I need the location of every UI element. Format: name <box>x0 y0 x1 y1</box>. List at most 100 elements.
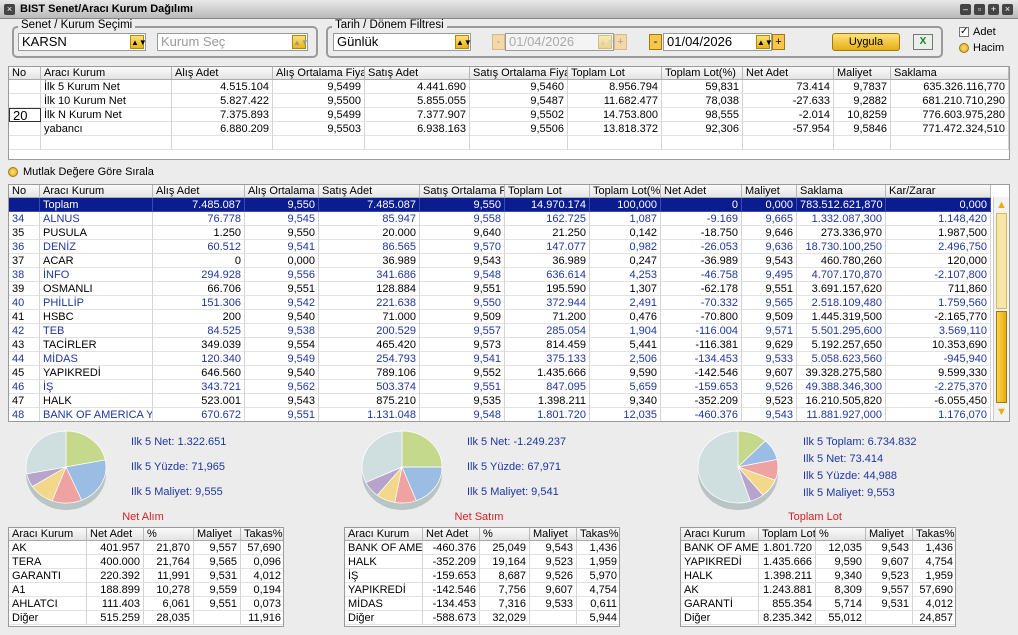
table-cell: 9,543 <box>245 394 319 408</box>
table-cell: 9,571 <box>742 324 797 338</box>
date-next[interactable]: + <box>772 34 785 50</box>
table-cell: 646.560 <box>153 366 245 380</box>
date-prev[interactable]: - <box>649 34 662 50</box>
panel-title: Net Satım <box>454 511 504 523</box>
title-bar: BIST Senet/Aracı Kurum Dağılımı <box>0 0 1018 19</box>
close-button-right[interactable]: × <box>1002 4 1013 15</box>
table-cell: 1,436 <box>913 541 955 555</box>
date-from[interactable]: 01/04/2026 ▲▼ <box>505 33 615 51</box>
table-cell: 776.603.975,280 <box>891 108 1009 122</box>
table-cell: 38 <box>9 268 40 282</box>
column-header: Takas% <box>577 528 619 541</box>
table-cell: 9,543 <box>530 541 577 555</box>
scrollbar[interactable]: ▲ ▼ <box>993 197 1009 421</box>
table-cell: 0,000 <box>245 254 319 268</box>
scroll-thumb[interactable] <box>996 311 1007 403</box>
pie-charts <box>25 430 779 510</box>
option-label: Mutlak Değere Göre Sırala <box>23 166 154 178</box>
table-cell: 37 <box>9 254 40 268</box>
combo-arrow[interactable]: ▲▼ <box>455 35 472 49</box>
date-prev[interactable]: - <box>492 34 505 50</box>
table-cell: ACAR <box>40 254 153 268</box>
table-cell: 1.398.211 <box>505 394 590 408</box>
table-cell <box>41 136 172 150</box>
table-cell: 9,558 <box>420 212 505 226</box>
table-row: BANK OF AME -460.376 25,049 9,543 1,436 <box>345 541 619 555</box>
date-next[interactable]: + <box>614 34 627 50</box>
table-cell: 9,5499 <box>273 108 365 122</box>
table-cell: 1.445.319,500 <box>797 310 886 324</box>
table-cell: 36.989 <box>319 254 420 268</box>
table-cell: 78,038 <box>662 94 743 108</box>
adet-checkbox[interactable]: ✓ <box>959 26 969 37</box>
table-cell: 9,557 <box>866 583 913 597</box>
table-cell: 343.721 <box>153 380 245 394</box>
combo-arrow[interactable]: ▲▼ <box>130 35 147 49</box>
table-cell: 2.518.109,480 <box>797 296 886 310</box>
table-cell: 9,590 <box>816 555 866 569</box>
table-cell: 7.485.087 <box>153 198 245 212</box>
minimize-button[interactable]: – <box>960 4 971 15</box>
table-cell: OSMANLI <box>40 282 153 296</box>
period-combo[interactable]: Günlük ▲▼ <box>333 33 472 51</box>
hacim-radio[interactable] <box>959 43 969 53</box>
table-cell: 9,629 <box>742 338 797 352</box>
maximize-button[interactable]: + <box>988 4 999 15</box>
scroll-track <box>996 213 1007 309</box>
combo-arrow[interactable]: ▲▼ <box>292 35 309 49</box>
column-header: Aracı Kurum <box>40 185 153 198</box>
table-cell: 254.793 <box>319 352 420 366</box>
table-cell: -159.653 <box>661 380 742 394</box>
table-cell: 39.328.275,580 <box>797 366 886 380</box>
table-cell: -26.053 <box>661 240 742 254</box>
table-cell: 11,916 <box>241 611 283 625</box>
table-cell: 221.638 <box>319 296 420 310</box>
combo-arrow[interactable]: ▲▼ <box>756 35 773 49</box>
combo-text: Günlük <box>337 34 379 49</box>
scroll-down[interactable]: ▼ <box>996 406 1007 418</box>
table-cell: 4,012 <box>241 569 283 583</box>
column-header: Alış Adet <box>153 185 245 198</box>
table-cell: 43 <box>9 338 40 352</box>
table-cell: 9,551 <box>245 282 319 296</box>
column-header: % <box>480 528 530 541</box>
column-header: Maliyet <box>742 185 797 198</box>
sort-radio[interactable] <box>8 167 18 177</box>
table-cell: 9,542 <box>245 296 319 310</box>
column-header: Maliyet <box>194 528 241 541</box>
table-cell: 1,959 <box>913 569 955 583</box>
combo-arrow[interactable]: ▲▼ <box>598 35 615 49</box>
stat-text: Ilk 5 Maliyet: 9,553 <box>803 487 895 499</box>
date-to[interactable]: 01/04/2026 ▲▼ <box>663 33 773 51</box>
column-header: Net Adet <box>423 528 480 541</box>
table-cell: 13.818.372 <box>568 122 662 136</box>
table-cell: 9.599,330 <box>886 366 991 380</box>
scroll-up[interactable]: ▲ <box>996 199 1007 211</box>
table-cell <box>9 136 41 150</box>
table-cell: 98,555 <box>662 108 743 122</box>
table-cell: AHLATCI <box>9 597 87 611</box>
table-cell: -2.165,770 <box>886 310 991 324</box>
table-cell: 36.989 <box>505 254 590 268</box>
table-row <box>9 136 1009 150</box>
header-row: Aracı Kurum Net Adet% Maliyet Takas% <box>345 528 619 542</box>
excel-button[interactable]: X <box>913 34 933 50</box>
table-cell: 9,549 <box>245 352 319 366</box>
table-cell: 9,550 <box>245 198 319 212</box>
broker-combo[interactable]: Kurum Seç ▲▼ <box>157 33 309 51</box>
table-cell: Diğer <box>345 611 423 625</box>
table-cell: 5,970 <box>577 569 619 583</box>
table-cell: 9,543 <box>866 541 913 555</box>
table-cell: DENİZ <box>40 240 153 254</box>
close-button[interactable]: × <box>4 4 15 15</box>
table-cell: 11.881.927,000 <box>797 408 886 421</box>
table-cell: 847.095 <box>505 380 590 394</box>
stat-text: Ilk 5 Toplam: 6.734.832 <box>803 436 917 448</box>
stat-text: Ilk 5 Maliyet: 9,541 <box>467 486 559 498</box>
table-cell: BANK OF AME <box>681 541 759 555</box>
stock-combo[interactable]: KARSN ▲▼ <box>18 33 147 51</box>
apply-button[interactable]: Uygula <box>832 33 900 51</box>
table-cell: 9,548 <box>420 268 505 282</box>
restore-button[interactable]: ▫ <box>974 4 985 15</box>
column-header: Net Adet <box>87 528 144 541</box>
